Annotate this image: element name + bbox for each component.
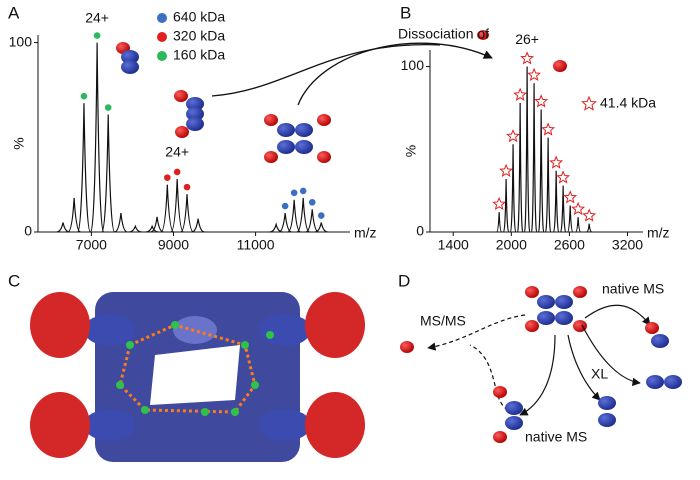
peak	[287, 199, 301, 233]
panel-label: D	[398, 271, 410, 290]
y-tick-label: 100	[9, 33, 33, 49]
peak-marker	[506, 129, 521, 143]
peak	[67, 197, 81, 233]
peak	[170, 178, 185, 233]
peak	[516, 102, 524, 233]
peak	[314, 222, 328, 233]
legend-marker	[581, 95, 597, 111]
x-axis-label: m/z	[354, 225, 377, 241]
peak-marker	[308, 198, 316, 206]
peak	[56, 222, 70, 233]
x-tick-label: 7000	[76, 237, 107, 253]
peak	[530, 83, 538, 233]
peak	[586, 223, 592, 233]
legend-label: 41.4 kDa	[600, 95, 656, 111]
peak	[502, 179, 510, 233]
legend-marker	[157, 51, 167, 61]
peak	[575, 217, 581, 233]
panel-label: A	[8, 3, 20, 22]
diagram-label: native MS	[525, 429, 587, 445]
peak	[150, 216, 164, 233]
peak-marker	[582, 208, 597, 222]
annotation: 26+	[515, 31, 539, 47]
legend-marker	[157, 13, 167, 23]
diagram-label: XL	[591, 366, 608, 382]
peak-marker	[556, 170, 571, 184]
x-tick-label: 11000	[237, 237, 275, 253]
peak-marker	[534, 94, 549, 108]
peak-marker	[520, 51, 535, 65]
peak	[76, 103, 91, 233]
peak	[101, 114, 116, 233]
peak-marker	[299, 187, 307, 195]
peak-marker	[281, 202, 289, 210]
peak-marker	[541, 122, 556, 136]
panel-label: B	[400, 3, 411, 22]
annotation: 24+	[85, 9, 109, 25]
diagram-label: native MS	[602, 281, 664, 297]
protein-structure	[30, 292, 365, 462]
legend-label: 160 kDa	[173, 47, 225, 63]
x-tick-label: 9000	[158, 237, 189, 253]
peak	[128, 224, 142, 233]
peak-marker	[164, 174, 171, 181]
complex-icons	[116, 30, 567, 163]
peak-marker	[571, 201, 586, 216]
peak-marker	[527, 67, 542, 81]
peak-marker	[93, 32, 101, 39]
peak-marker	[104, 104, 112, 111]
legend-marker	[157, 32, 167, 42]
peak-marker	[563, 190, 578, 204]
annotation: 24+	[165, 144, 189, 160]
peak-marker	[499, 163, 514, 177]
legend-label: 320 kDa	[173, 28, 225, 44]
legend-label: 640 kDa	[173, 9, 225, 25]
peak	[544, 137, 552, 233]
x-tick-label: 3200	[612, 237, 643, 253]
peak-marker	[183, 183, 191, 191]
peak	[523, 66, 531, 233]
peak	[552, 170, 560, 233]
peak	[537, 109, 545, 233]
panel-label: C	[8, 271, 20, 290]
peak	[496, 212, 503, 233]
y-axis-label: %	[11, 137, 27, 149]
y-tick-label: 100	[401, 57, 425, 73]
peak	[296, 197, 310, 233]
peak	[191, 218, 205, 233]
peak-marker	[173, 168, 181, 176]
peak-marker	[290, 189, 298, 197]
peak	[567, 205, 574, 233]
peak	[160, 184, 175, 233]
diagram-label: MS/MS	[420, 313, 466, 329]
y-tick-label: 0	[24, 223, 32, 239]
pathway-diagram: native MS MS/MS XL native MS	[400, 281, 682, 445]
peak-marker	[80, 92, 88, 100]
peak-marker	[549, 155, 564, 169]
peak	[180, 194, 194, 233]
y-axis-label: %	[403, 145, 419, 157]
peak	[114, 212, 128, 233]
peak	[305, 209, 319, 233]
peak	[509, 144, 517, 233]
x-tick-label: 2000	[496, 237, 527, 253]
x-tick-label: 2600	[554, 237, 585, 253]
y-tick-label: 0	[416, 223, 424, 239]
peak-marker	[492, 196, 507, 211]
x-axis-label: m/z	[647, 225, 670, 241]
peak	[145, 224, 159, 233]
peak-marker	[513, 87, 528, 101]
x-tick-label: 1400	[438, 237, 469, 253]
peak	[278, 212, 292, 233]
peak-marker	[317, 212, 325, 219]
peak	[90, 42, 105, 233]
annotation: Dissociation of	[398, 26, 489, 42]
peak	[559, 185, 567, 233]
